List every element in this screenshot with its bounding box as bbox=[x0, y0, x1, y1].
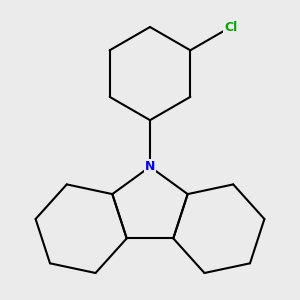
Text: Cl: Cl bbox=[224, 20, 237, 34]
Text: N: N bbox=[145, 160, 155, 173]
